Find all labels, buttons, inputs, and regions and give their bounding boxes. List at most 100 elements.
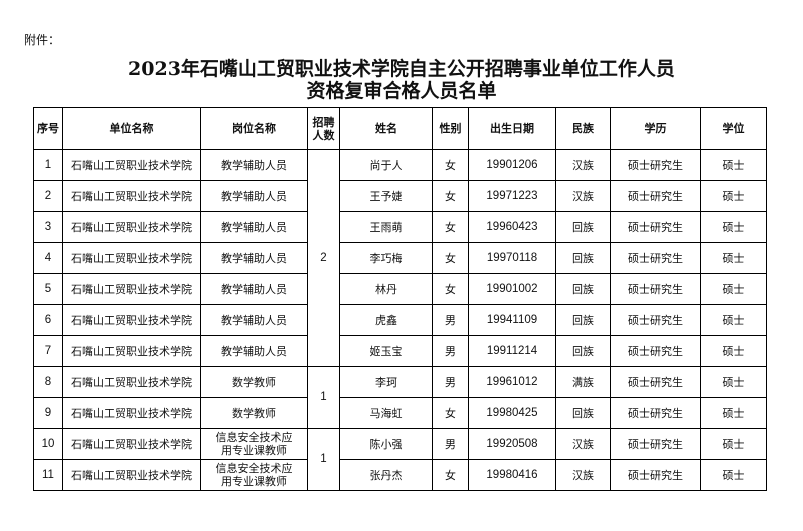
- cell-sex: 女: [432, 273, 469, 305]
- table-row: 2 石嘴山工贸职业技术学院 教学辅助人员 王予婕女 19971223 汉族 硕士研究生 硕士: [33, 180, 767, 212]
- cell-quota: 1: [307, 366, 340, 429]
- cell-sex: 女: [432, 211, 469, 243]
- cell-birth: 19911214: [468, 335, 556, 367]
- table-row: 9 石嘴山工贸职业技术学院 数学教师 马海虹女 19980425 回族 硕士研究生 硕士: [33, 397, 767, 429]
- cell-name: 尚于人: [339, 149, 433, 181]
- cell-name: 王予婕: [339, 180, 433, 212]
- cell-ethnic: 回族: [555, 273, 611, 305]
- table-row: 10 石嘴山工贸职业技术学院 信息安全技术应用专业课教师 1 陈小强男 19920508 汉…: [33, 428, 767, 491]
- cell-unit: 石嘴山工贸职业技术学院: [62, 459, 201, 491]
- cell-degree: 硕士: [700, 459, 767, 491]
- cell-no: 2: [33, 180, 63, 212]
- title-line-2: 资格复审合格人员名单: [306, 80, 497, 102]
- cell-ethnic: 回族: [555, 211, 611, 243]
- cell-unit: 石嘴山工贸职业技术学院: [62, 366, 201, 398]
- column-header: 岗位名称: [200, 107, 308, 150]
- cell-post: 教学辅助人员: [200, 242, 308, 274]
- cell-name: 李巧梅: [339, 242, 433, 274]
- cell-no: 10: [33, 428, 63, 460]
- cell-no: 7: [33, 335, 63, 367]
- cell-sex: 男: [432, 304, 469, 336]
- cell-ethnic: 汉族: [555, 149, 611, 181]
- cell-birth: 19901002: [468, 273, 556, 305]
- cell-quota: 1: [307, 428, 340, 491]
- cell-edu: 硕士研究生: [610, 242, 701, 274]
- cell-name: 姬玉宝: [339, 335, 433, 367]
- cell-edu: 硕士研究生: [610, 366, 701, 398]
- cell-edu: 硕士研究生: [610, 335, 701, 367]
- cell-post: 教学辅助人员: [200, 273, 308, 305]
- cell-ethnic: 汉族: [555, 180, 611, 212]
- cell-post: 教学辅助人员: [200, 304, 308, 336]
- cell-name: 李珂: [339, 366, 433, 398]
- cell-degree: 硕士: [700, 149, 767, 181]
- roster-table: 序号 单位名称 岗位名称 招聘人数 姓名 性别 出生日期 民族 学历 学位 1 石嘴山工贸职业技术学…: [33, 107, 767, 491]
- cell-edu: 硕士研究生: [610, 273, 701, 305]
- table-row: 1 石嘴山工贸职业技术学院 教学辅助人员 2 尚于人女 19901206 汉族 硕士研究生 硕士: [33, 149, 767, 367]
- cell-unit: 石嘴山工贸职业技术学院: [62, 149, 201, 181]
- cell-birth: 19980416: [468, 459, 556, 491]
- cell-birth: 19920508: [468, 428, 556, 460]
- cell-unit: 石嘴山工贸职业技术学院: [62, 211, 201, 243]
- cell-ethnic: 汉族: [555, 428, 611, 460]
- cell-birth: 19941109: [468, 304, 556, 336]
- cell-edu: 硕士研究生: [610, 149, 701, 181]
- cell-edu: 硕士研究生: [610, 304, 701, 336]
- cell-post: 信息安全技术应用专业课教师: [200, 428, 308, 460]
- cell-no: 6: [33, 304, 63, 336]
- column-header: 单位名称: [62, 107, 201, 150]
- cell-birth: 19901206: [468, 149, 556, 181]
- cell-degree: 硕士: [700, 180, 767, 212]
- cell-post: 数学教师: [200, 366, 308, 398]
- cell-unit: 石嘴山工贸职业技术学院: [62, 428, 201, 460]
- cell-name: 张丹杰: [339, 459, 433, 491]
- cell-birth: 19980425: [468, 397, 556, 429]
- table-row: 7 石嘴山工贸职业技术学院 教学辅助人员 姬玉宝男 19911214 回族 硕士研究生 硕士: [33, 335, 767, 367]
- title-line-1: 2023年石嘴山工贸职业技术学院自主公开招聘事业单位工作人员: [128, 58, 675, 80]
- page-title: 2023年石嘴山工贸职业技术学院自主公开招聘事业单位工作人员 资格复审合格人员名…: [0, 58, 803, 102]
- cell-no: 1: [33, 149, 63, 181]
- cell-unit: 石嘴山工贸职业技术学院: [62, 273, 201, 305]
- cell-birth: 19970118: [468, 242, 556, 274]
- cell-no: 8: [33, 366, 63, 398]
- table-row: 5 石嘴山工贸职业技术学院 教学辅助人员 林丹女 19901002 回族 硕士研究生 硕士: [33, 273, 767, 305]
- cell-sex: 女: [432, 180, 469, 212]
- cell-no: 3: [33, 211, 63, 243]
- cell-unit: 石嘴山工贸职业技术学院: [62, 397, 201, 429]
- cell-degree: 硕士: [700, 242, 767, 274]
- cell-edu: 硕士研究生: [610, 459, 701, 491]
- table-row: 6 石嘴山工贸职业技术学院 教学辅助人员 虎鑫男 19941109 回族 硕士研究生 硕士: [33, 304, 767, 336]
- cell-sex: 男: [432, 428, 469, 460]
- attachment-label: 附件：: [24, 33, 61, 47]
- cell-degree: 硕士: [700, 335, 767, 367]
- cell-unit: 石嘴山工贸职业技术学院: [62, 242, 201, 274]
- cell-degree: 硕士: [700, 273, 767, 305]
- cell-post: 信息安全技术应用专业课教师: [200, 459, 308, 491]
- cell-no: 11: [33, 459, 63, 491]
- cell-post: 教学辅助人员: [200, 211, 308, 243]
- cell-name: 王雨萌: [339, 211, 433, 243]
- cell-post: 教学辅助人员: [200, 335, 308, 367]
- cell-sex: 女: [432, 397, 469, 429]
- cell-birth: 19961012: [468, 366, 556, 398]
- header-row: 序号 单位名称 岗位名称 招聘人数 姓名 性别 出生日期 民族 学历 学位: [33, 107, 767, 150]
- cell-degree: 硕士: [700, 211, 767, 243]
- cell-ethnic: 回族: [555, 304, 611, 336]
- cell-name: 林丹: [339, 273, 433, 305]
- table-row: 11 石嘴山工贸职业技术学院 信息安全技术应用专业课教师 张丹杰女 19980416 汉族…: [33, 459, 767, 491]
- cell-edu: 硕士研究生: [610, 211, 701, 243]
- cell-no: 4: [33, 242, 63, 274]
- cell-sex: 男: [432, 366, 469, 398]
- cell-ethnic: 回族: [555, 335, 611, 367]
- cell-post: 数学教师: [200, 397, 308, 429]
- cell-post: 教学辅助人员: [200, 149, 308, 181]
- column-header: 出生日期: [468, 107, 556, 150]
- cell-sex: 男: [432, 335, 469, 367]
- column-header: 姓名: [339, 107, 433, 150]
- cell-name: 马海虹: [339, 397, 433, 429]
- cell-edu: 硕士研究生: [610, 180, 701, 212]
- cell-birth: 19960423: [468, 211, 556, 243]
- cell-sex: 女: [432, 459, 469, 491]
- cell-degree: 硕士: [700, 397, 767, 429]
- column-header: 招聘人数: [307, 107, 340, 150]
